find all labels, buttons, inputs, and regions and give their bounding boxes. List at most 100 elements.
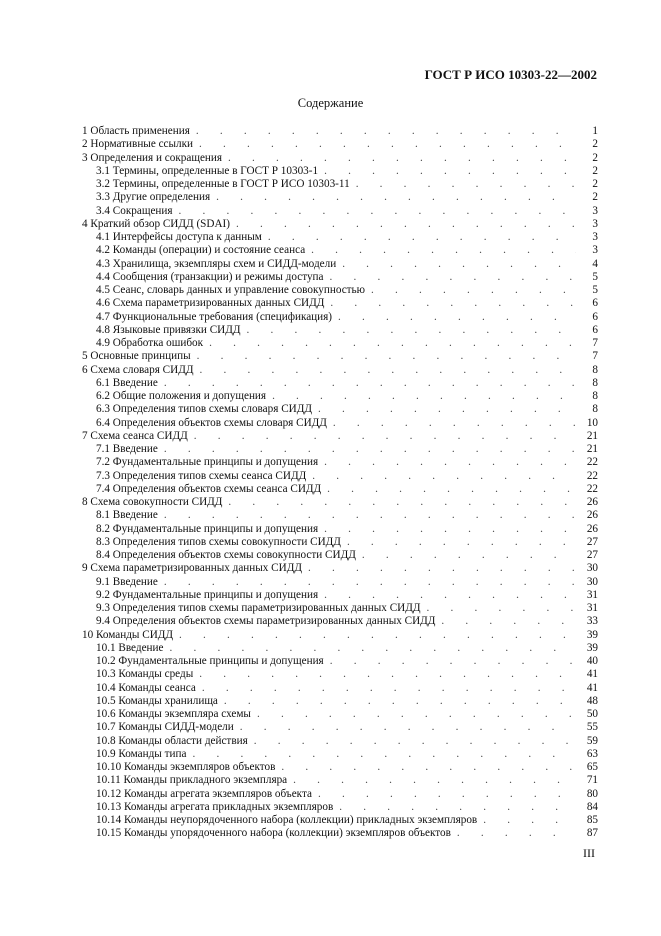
toc-entry-label: 4.8 Языковые привязки СИДД <box>96 323 241 336</box>
toc-entry-label: 10 Команды СИДД <box>82 628 174 641</box>
toc-entry: 6 Схема словаря СИДД 8 <box>82 364 598 377</box>
toc-entry-label: 10.9 Команды типа <box>96 747 187 760</box>
dot-leader <box>179 205 576 218</box>
toc-entry-page: 8 <box>592 390 598 402</box>
toc-entry-page: 22 <box>586 469 598 482</box>
toc-entry-page: 33 <box>586 615 598 628</box>
toc-entry: 10 Команды СИДД 39 <box>82 629 598 642</box>
toc-entry: 1 Область применения 1 <box>82 125 598 138</box>
toc-entry: 9 Схема параметризированных данных СИДД 3… <box>82 562 598 575</box>
toc-entry-page: 39 <box>586 628 598 641</box>
toc-entry: 9.1 Введение 30 <box>82 576 598 589</box>
toc-entry: 10.10 Команды экземпляров объектов 65 <box>82 761 598 774</box>
toc-entry: 8.3 Определения типов схемы совокупности… <box>82 536 598 549</box>
toc-entry-label: 5 Основные принципы <box>82 350 191 363</box>
toc-entry-page: 40 <box>586 655 598 667</box>
toc-entry-page: 63 <box>586 747 598 760</box>
toc-entry: 8 Схема совокупности СИДД 26 <box>82 496 598 509</box>
toc-entry-label: 4.7 Функциональные требования (специфика… <box>96 310 333 323</box>
toc-entry-page: 4 <box>592 257 598 270</box>
dot-leader <box>324 523 576 536</box>
toc-entry-page: 22 <box>586 456 598 469</box>
toc-entry: 10.13 Команды агрегата прикладных экземп… <box>82 801 598 814</box>
toc-entry-label: 10.13 Команды агрегата прикладных экземп… <box>96 800 334 813</box>
toc-entry-page: 2 <box>592 178 598 190</box>
toc-entry: 6.2 Общие положения и допущения 8 <box>82 390 598 403</box>
dot-leader <box>311 244 576 257</box>
toc-entry: 3.2 Термины, определенные в ГОСТ Р ИСО 1… <box>82 178 598 191</box>
toc-entry: 4.5 Сеанс, словарь данных и управление с… <box>82 284 598 297</box>
toc-entry: 3.1 Термины, определенные в ГОСТ Р 10303… <box>82 165 598 178</box>
toc-entry-label: 3.2 Термины, определенные в ГОСТ Р ИСО 1… <box>96 178 350 190</box>
toc-entry-label: 9 Схема параметризированных данных СИДД <box>82 562 302 575</box>
toc-entry-label: 3 Определения и сокращения <box>82 151 223 164</box>
dot-leader <box>197 350 576 363</box>
toc-entry-label: 7.4 Определения объектов схемы сеанса СИ… <box>96 482 322 495</box>
dot-leader <box>308 562 576 575</box>
toc-entry: 10.7 Команды СИДД-модели 55 <box>82 721 598 734</box>
toc-entry-label: 9.3 Определения типов схемы параметризир… <box>96 602 421 614</box>
toc-entry-page: 5 <box>592 284 598 296</box>
toc-entry-label: 10.7 Команды СИДД-модели <box>96 721 234 734</box>
toc-entry-label: 3.1 Термины, определенные в ГОСТ Р 10303… <box>96 164 319 177</box>
toc-entry-page: 26 <box>586 522 598 535</box>
dot-leader <box>254 735 576 748</box>
toc-entry: 6.3 Определения типов схемы словаря СИДД… <box>82 403 598 416</box>
toc-entry-label: 10.1 Введение <box>96 641 164 654</box>
toc-entry-label: 1 Область применения <box>82 125 190 137</box>
toc-entry-label: 4 Краткий обзор СИДД (SDAI) <box>82 217 230 230</box>
toc-entry-page: 41 <box>586 681 598 694</box>
toc-entry: 5 Основные принципы 7 <box>82 350 598 363</box>
toc-entry-page: 5 <box>592 270 598 283</box>
toc-entry-page: 27 <box>586 549 598 561</box>
dot-leader <box>164 576 576 589</box>
toc-entry-page: 65 <box>586 761 598 773</box>
toc-entry: 2 Нормативные ссылки 2 <box>82 138 598 151</box>
toc-entry: 9.2 Фундаментальные принципы и допущения… <box>82 589 598 602</box>
dot-leader <box>236 218 576 231</box>
dot-leader <box>330 297 576 310</box>
toc-entry-page: 1 <box>592 125 598 137</box>
dot-leader <box>293 774 576 787</box>
toc-entry-page: 71 <box>586 774 598 787</box>
toc-entry-label: 4.5 Сеанс, словарь данных и управление с… <box>96 284 366 296</box>
toc-entry: 10.12 Команды агрегата экземпляров объек… <box>82 788 598 801</box>
dot-leader <box>327 483 576 496</box>
toc-entry-page: 2 <box>592 191 598 204</box>
toc-entry-page: 6 <box>592 297 598 310</box>
dot-leader <box>342 258 576 271</box>
dot-leader <box>338 311 576 324</box>
toc-entry-label: 8.2 Фундаментальные принципы и допущения <box>96 522 319 535</box>
toc-entry-label: 10.8 Команды области действия <box>96 734 248 747</box>
dot-leader <box>192 748 576 761</box>
toc-entry-page: 7 <box>592 337 598 349</box>
toc-entry: 3.4 Сокращения 3 <box>82 205 598 218</box>
toc-entry: 10.4 Команды сеанса 41 <box>82 682 598 695</box>
toc-entry-label: 8 Схема совокупности СИДД <box>82 496 223 508</box>
toc-entry-page: 8 <box>592 363 598 376</box>
dot-leader <box>272 390 576 403</box>
toc-entry: 9.3 Определения типов схемы параметризир… <box>82 602 598 615</box>
toc-entry: 10.5 Команды хранилища 48 <box>82 695 598 708</box>
toc-entry: 4.6 Схема параметризированных данных СИД… <box>82 297 598 310</box>
toc-entry-page: 21 <box>586 443 598 455</box>
toc-entry: 8.2 Фундаментальные принципы и допущения… <box>82 523 598 536</box>
toc-entry: 10.1 Введение 39 <box>82 642 598 655</box>
dot-leader <box>164 377 576 390</box>
toc-entry-label: 8.4 Определения объектов схемы совокупно… <box>96 549 356 561</box>
toc-entry: 10.3 Команды среды 41 <box>82 668 598 681</box>
toc-entry-label: 10.2 Фундаментальные принципы и допущени… <box>96 655 324 667</box>
toc-entry: 10.2 Фундаментальные принципы и допущени… <box>82 655 598 668</box>
toc-entry-label: 10.15 Команды упорядоченного набора (кол… <box>96 827 451 840</box>
toc-entry-label: 2 Нормативные ссылки <box>82 138 194 151</box>
toc-entry-label: 10.14 Команды неупорядоченного набора (к… <box>96 814 478 826</box>
toc-entry: 7.2 Фундаментальные принципы и допущения… <box>82 456 598 469</box>
toc-entry-page: 21 <box>586 429 598 442</box>
toc-entry: 4.2 Команды (операции) и состояние сеанс… <box>82 244 598 257</box>
dot-leader <box>457 827 576 840</box>
dot-leader <box>169 642 576 655</box>
toc-entry: 4.3 Хранилища, экземпляры схем и СИДД-мо… <box>82 258 598 271</box>
toc-entry-page: 26 <box>586 509 598 522</box>
toc-entry-page: 22 <box>586 482 598 495</box>
dot-leader <box>281 761 576 774</box>
